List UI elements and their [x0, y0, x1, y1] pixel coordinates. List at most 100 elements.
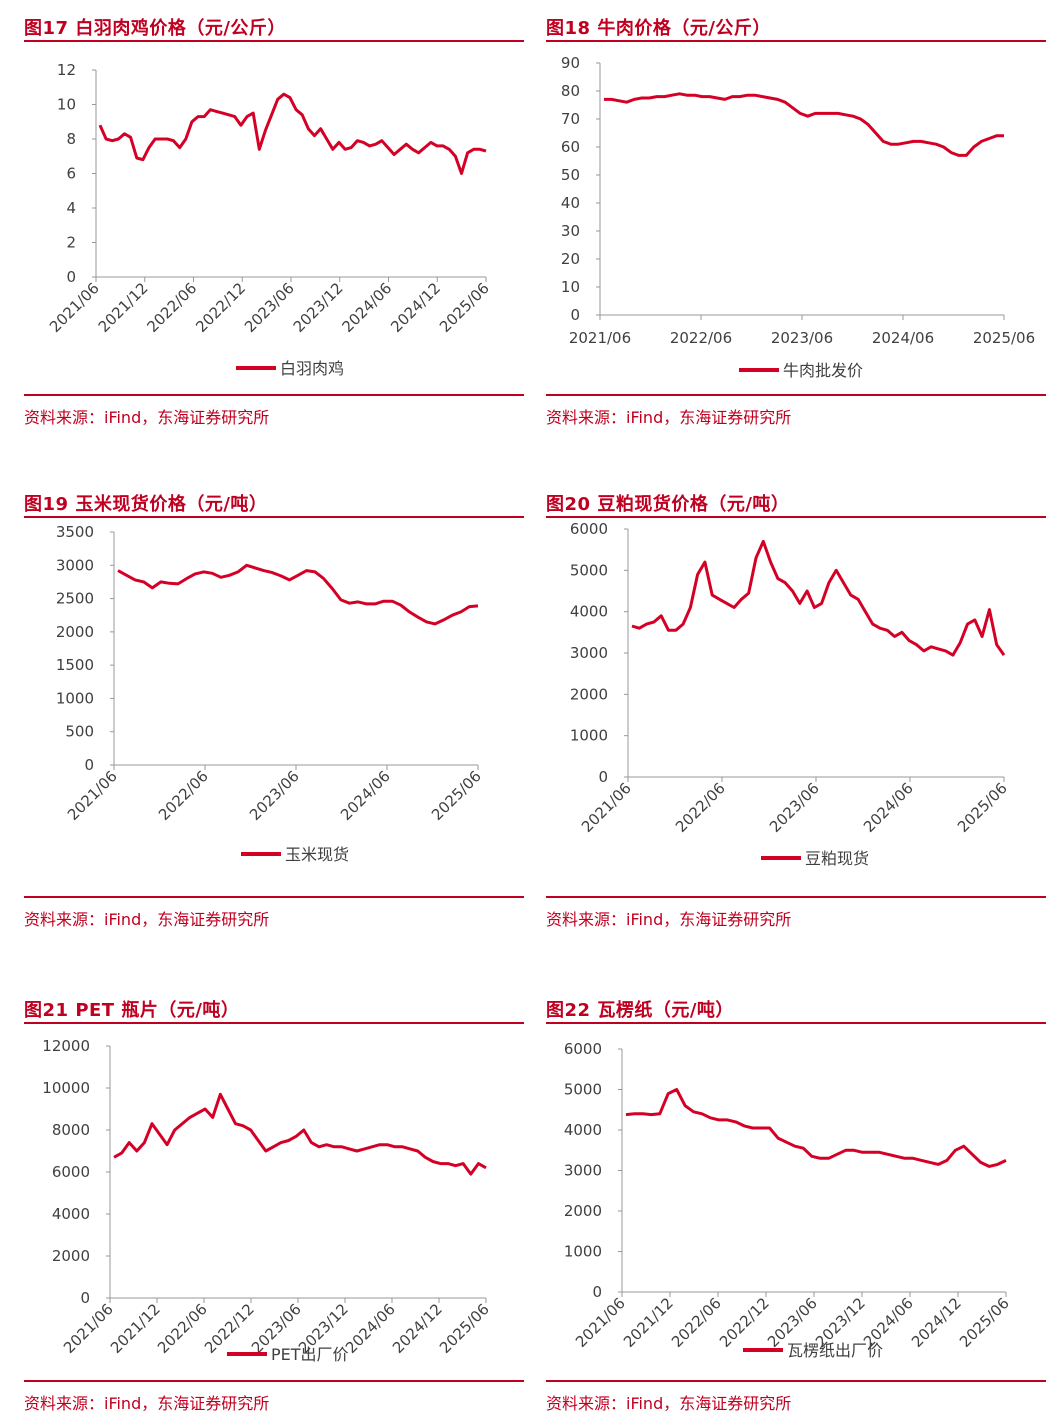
x-tick-label: 2024/06 [339, 279, 396, 336]
chart-svg: 0 500 1000 1500 2000 2500 3000 3500 2021/06 2022/… [56, 523, 485, 864]
x-tick-label: 2021/12 [95, 279, 152, 336]
chart-svg: 0 10 20 30 40 50 60 70 80 90 2021/06 2022/06 2023/06… [561, 54, 1035, 380]
y-tick-label: 8 [66, 130, 76, 148]
x-tick-label: 2025/06 [428, 767, 485, 824]
chart-panel-fig17: 图17 白羽肉鸡价格（元/公斤） 0 2 4 6 8 10 12 2021/06 2021/12… [24, 0, 524, 440]
chart-title: 图22 瓦楞纸（元/吨） [546, 1000, 734, 1021]
y-tick-label: 2000 [52, 1247, 90, 1265]
y-tick-label: 5000 [564, 1081, 602, 1099]
title-rule [24, 40, 524, 42]
y-tick-label: 10 [57, 96, 76, 114]
y-tick-label: 2000 [564, 1202, 602, 1220]
chart-title: 图17 白羽肉鸡价格（元/公斤） [24, 18, 286, 39]
x-tick-label: 2025/06 [956, 1294, 1013, 1351]
y-tick-label: 80 [561, 82, 580, 100]
y-tick-label: 0 [570, 306, 580, 324]
x-tick-label: 2022/06 [155, 767, 212, 824]
y-tick-label: 30 [561, 222, 580, 240]
legend-label: 玉米现货 [285, 845, 349, 864]
legend-label: 牛肉批发价 [783, 361, 863, 380]
x-tick-label: 2025/06 [436, 1300, 493, 1357]
x-tick-label: 2023/12 [290, 279, 347, 336]
x-tick-label: 2022/06 [144, 279, 201, 336]
chart-title: 图19 玉米现货价格（元/吨） [24, 494, 268, 515]
x-tick-label: 2022/12 [716, 1294, 773, 1351]
chart-panel-fig22: 图22 瓦楞纸（元/吨） 0 1000 2000 3000 4000 5000 6000 20… [546, 980, 1046, 1420]
y-tick-label: 3000 [570, 644, 608, 662]
y-tick-label: 2500 [56, 590, 94, 608]
source-note: 资料来源：iFind，东海证券研究所 [546, 1394, 792, 1413]
y-tick-label: 6000 [52, 1163, 90, 1181]
x-tick-label: 2021/12 [620, 1294, 677, 1351]
x-tick-label: 2022/06 [668, 1294, 725, 1351]
y-tick-label: 4000 [570, 603, 608, 621]
x-tick-label: 2021/06 [64, 767, 121, 824]
legend-label: 白羽肉鸡 [280, 359, 344, 378]
x-tick-label: 2024/06 [872, 329, 934, 347]
y-tick-label: 12000 [42, 1037, 90, 1055]
x-tick-label: 2021/06 [569, 329, 631, 347]
x-tick-label: 2024/12 [387, 279, 444, 336]
source-note: 资料来源：iFind，东海证券研究所 [24, 1394, 270, 1413]
y-tick-label: 2000 [570, 685, 608, 703]
y-tick-label: 4 [66, 199, 76, 217]
y-tick-label: 0 [84, 756, 94, 774]
y-tick-label: 0 [592, 1283, 602, 1301]
y-tick-label: 1000 [570, 727, 608, 745]
x-tick-label: 2023/06 [771, 329, 833, 347]
x-tick-label: 2024/06 [337, 767, 394, 824]
chart-panel-fig20: 图20 豆粕现货价格（元/吨） 0 1000 2000 3000 4000 5000 600… [546, 474, 1046, 934]
chart-svg: 0 1000 2000 3000 4000 5000 6000 2021/06 2022/06 2… [570, 520, 1011, 868]
x-tick-label: 2025/06 [973, 329, 1035, 347]
source-rule [546, 394, 1046, 396]
legend-label: PET出厂价 [271, 1345, 349, 1364]
y-tick-label: 500 [65, 723, 94, 741]
y-tick-label: 6000 [570, 520, 608, 538]
source-rule [24, 896, 524, 898]
series-line [117, 563, 479, 626]
x-tick-label: 2021/06 [578, 779, 635, 836]
title-rule [24, 516, 524, 518]
x-tick-label: 2025/06 [954, 779, 1011, 836]
y-tick-label: 10000 [42, 1079, 90, 1097]
series-line [631, 539, 1006, 657]
source-note: 资料来源：iFind，东海证券研究所 [546, 910, 792, 929]
source-note: 资料来源：iFind，东海证券研究所 [24, 408, 270, 427]
chart-svg: 0 2000 4000 6000 8000 10000 12000 2021/062021/1… [42, 1037, 493, 1364]
chart-panel-fig18: 图18 牛肉价格（元/公斤） 0 10 20 30 40 50 60 70 80 90 2021/0… [546, 0, 1046, 440]
source-rule [24, 394, 524, 396]
x-tick-label: 2025/06 [436, 279, 493, 336]
series-line [113, 1092, 487, 1176]
y-tick-label: 5000 [570, 561, 608, 579]
y-tick-label: 50 [561, 166, 580, 184]
y-tick-label: 3000 [56, 556, 94, 574]
source-rule [546, 1380, 1046, 1382]
x-tick-label: 2021/06 [572, 1294, 629, 1351]
title-rule [546, 516, 1046, 518]
series-line [625, 1088, 1007, 1168]
x-tick-label: 2024/12 [908, 1294, 965, 1351]
chart-title: 图20 豆粕现货价格（元/吨） [546, 494, 790, 515]
y-tick-label: 0 [66, 268, 76, 286]
x-tick-label: 2021/06 [46, 279, 103, 336]
x-tick-label: 2022/06 [154, 1300, 211, 1357]
y-tick-label: 3000 [564, 1162, 602, 1180]
y-tick-label: 6000 [564, 1040, 602, 1058]
chart-panel-fig19: 图19 玉米现货价格（元/吨） 0 500 1000 1500 2000 2500 3000… [24, 474, 524, 934]
y-tick-label: 90 [561, 54, 580, 72]
y-tick-label: 1000 [56, 689, 94, 707]
y-tick-label: 1000 [564, 1243, 602, 1261]
y-tick-label: 10 [561, 278, 580, 296]
title-rule [24, 1022, 524, 1024]
y-tick-label: 2 [66, 234, 76, 252]
y-tick-label: 2000 [56, 623, 94, 641]
y-tick-label: 3500 [56, 523, 94, 541]
x-tick-label: 2023/06 [766, 779, 823, 836]
source-rule [24, 1380, 524, 1382]
x-tick-label: 2023/06 [241, 279, 298, 336]
title-rule [546, 1022, 1046, 1024]
y-tick-label: 1500 [56, 656, 94, 674]
y-tick-label: 8000 [52, 1121, 90, 1139]
source-note: 资料来源：iFind，东海证券研究所 [24, 910, 270, 929]
series-line [604, 92, 1004, 157]
